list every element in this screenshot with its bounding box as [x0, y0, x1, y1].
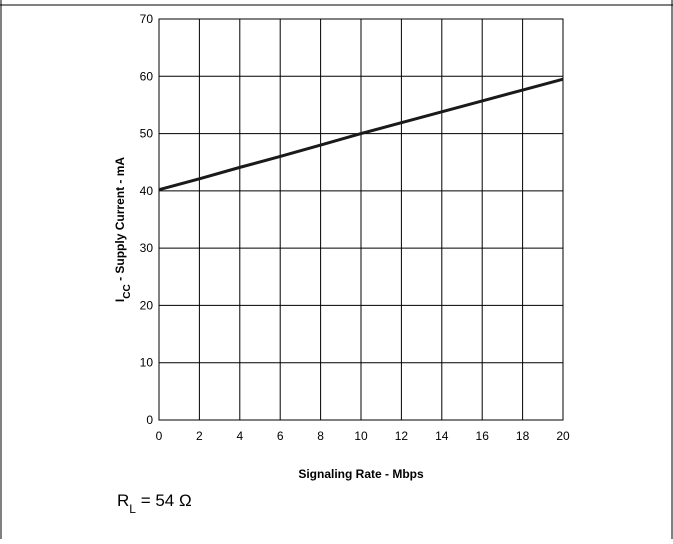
y-axis-label-subscript: CC	[122, 284, 133, 298]
y-tick-label: 30	[140, 241, 154, 255]
x-tick-label: 6	[277, 429, 284, 443]
annotation-subscript: L	[129, 502, 136, 516]
y-tick-label: 40	[140, 184, 154, 198]
y-tick-label: 10	[140, 356, 154, 370]
annotation-symbol: R	[117, 491, 129, 510]
x-tick-labels: 0 2 4 6 8 10 12 14 16 18 20	[156, 429, 570, 443]
x-tick-label: 8	[317, 429, 324, 443]
series-line	[158, 77, 564, 192]
plot-area-border	[158, 18, 564, 421]
x-tick-label: 14	[435, 429, 449, 443]
y-axis-label: ICC - Supply Current - mA	[113, 157, 133, 302]
x-tick-label: 18	[516, 429, 530, 443]
y-tick-label: 50	[140, 127, 154, 141]
y-axis-label-text: - Supply Current - mA	[113, 157, 127, 285]
series-layer	[158, 77, 564, 192]
y-tick-label: 0	[146, 413, 153, 427]
y-tick-label: 60	[140, 69, 154, 83]
x-axis-label: Signaling Rate - Mbps	[298, 467, 424, 481]
annotation-text: = 54 Ω	[136, 491, 192, 510]
y-axis-label-symbol: I	[113, 299, 127, 302]
load-resistance-annotation: RL = 54 Ω	[117, 491, 192, 516]
y-tick-label: 20	[140, 298, 154, 312]
y-tick-label: 70	[140, 12, 154, 26]
y-tick-labels: 0 10 20 30 40 50 60 70	[140, 12, 154, 427]
x-tick-label: 12	[395, 429, 409, 443]
x-tick-label: 4	[236, 429, 243, 443]
grid	[158, 18, 564, 421]
x-tick-label: 20	[556, 429, 570, 443]
x-tick-label: 16	[476, 429, 490, 443]
x-tick-label: 2	[196, 429, 203, 443]
x-tick-label: 0	[156, 429, 163, 443]
x-tick-label: 10	[354, 429, 368, 443]
